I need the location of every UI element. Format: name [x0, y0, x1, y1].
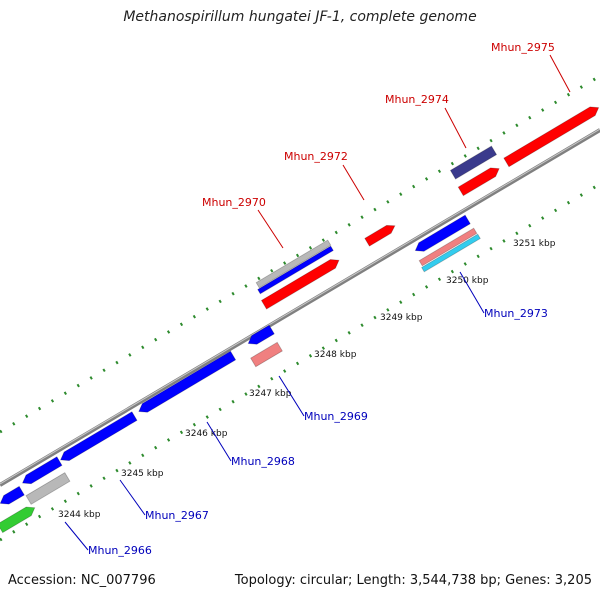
gene-arrow-blue-4 — [60, 411, 138, 462]
reverse-gene-label: Mhun_2967 — [145, 509, 209, 522]
gene-arrow-blue-6 — [0, 485, 25, 505]
reverse-gene-label: Mhun_2968 — [231, 455, 295, 468]
gene-arrow-red-0 — [503, 106, 600, 168]
gene-arrow-red-2 — [364, 225, 396, 247]
outer-dotted-track — [0, 74, 600, 434]
tick-label: 3247 kbp — [249, 389, 292, 399]
gene-arrow-blue-5 — [21, 456, 63, 485]
gene-box-pink-1 — [250, 341, 283, 368]
forward-gene-label: Mhun_2974 — [385, 93, 449, 106]
gene-box-gray-1 — [25, 472, 71, 505]
reverse-leader-line — [459, 271, 485, 314]
forward-gene-label: Mhun_2970 — [202, 196, 266, 209]
gene-box-gray-0 — [255, 239, 332, 289]
gene-arrow-red-3 — [260, 259, 340, 310]
forward-gene-label: Mhun_2975 — [491, 41, 555, 54]
gene-box-pink-0 — [418, 227, 478, 267]
gene-box-blue-1 — [257, 245, 334, 295]
reverse-leader-line — [206, 421, 232, 462]
reverse-leader-line — [119, 479, 146, 516]
inner-dotted-track — [0, 182, 600, 542]
gene-arrow-green-0 — [0, 506, 36, 534]
tick-label: 3244 kbp — [58, 510, 101, 520]
gene-box-navy-0 — [449, 145, 498, 180]
tick-label: 3246 kbp — [185, 429, 228, 439]
gene-arrow-blue-0 — [414, 214, 471, 252]
reverse-leader-line — [64, 521, 89, 551]
reverse-leader-line — [278, 375, 305, 417]
tick-labels: 3244 kbp 3245 kbp 3246 kbp 3247 kbp 3248 kbp… — [58, 239, 556, 520]
accession-text: Accession: NC_007796 — [8, 573, 156, 588]
map-title: Methanospirillum hungatei JF-1, complete… — [123, 9, 477, 25]
tick-label: 3245 kbp — [121, 469, 164, 479]
gene-labels: Mhun_2970 Mhun_2972 Mhun_2974 Mhun_2975 Mhun… — [64, 41, 571, 557]
forward-leader-line — [444, 107, 467, 149]
gene-features — [0, 106, 600, 534]
tick-label: 3248 kbp — [314, 350, 357, 360]
gene-arrow-blue-3 — [138, 350, 237, 413]
gene-arrow-blue-2 — [247, 324, 275, 345]
gene-box-cyan-0 — [421, 233, 481, 273]
genome-backbone-highlight — [0, 128, 600, 485]
forward-leader-line — [257, 209, 284, 249]
reverse-gene-label: Mhun_2969 — [304, 410, 368, 423]
forward-gene-label: Mhun_2972 — [284, 150, 348, 163]
tick-label: 3251 kbp — [513, 239, 556, 249]
topology-summary: Topology: circular; Length: 3,544,738 bp… — [234, 573, 592, 588]
genome-backbone — [0, 128, 600, 487]
reverse-gene-label: Mhun_2966 — [88, 544, 152, 557]
tick-label: 3249 kbp — [380, 313, 423, 323]
forward-leader-line — [342, 164, 365, 201]
forward-leader-line — [549, 54, 571, 93]
gene-arrow-red-1 — [457, 167, 500, 197]
tick-label: 3250 kbp — [446, 276, 489, 286]
reverse-gene-label: Mhun_2973 — [484, 307, 548, 320]
